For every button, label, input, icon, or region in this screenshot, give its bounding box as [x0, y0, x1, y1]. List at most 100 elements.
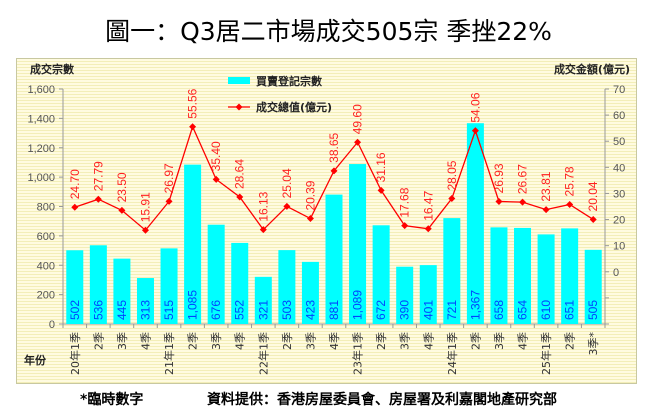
bar: [372, 225, 390, 324]
bar-value-label: 445: [115, 300, 129, 320]
bar: [207, 224, 225, 324]
right-tick-label: 70: [613, 84, 625, 96]
left-tick-label: 1,200: [27, 143, 55, 155]
bar-value-label: 390: [398, 300, 412, 320]
bar: [301, 261, 319, 324]
x-category-label: 3季: [304, 332, 317, 350]
bar-value-label: 505: [586, 300, 600, 320]
chart-title: 圖一：Q3居二市場成交505宗 季挫22%: [105, 17, 552, 46]
bar: [89, 245, 107, 324]
bar-value-label: 1,089: [351, 290, 365, 320]
left-tick-label: 800: [37, 202, 55, 214]
legend-bar-swatch: [228, 77, 250, 84]
left-tick-label: 1,400: [27, 113, 55, 125]
right-tick-label: 60: [613, 110, 625, 122]
line-point: [212, 175, 220, 183]
line-value-label: 16.47: [421, 190, 435, 220]
bar: [419, 265, 437, 324]
x-category-label: 4季: [328, 332, 341, 350]
bar: [184, 164, 202, 324]
line-value-label: 20.39: [303, 180, 317, 210]
left-axis-title: 成交宗數: [30, 62, 74, 76]
line-value-label: 26.67: [516, 164, 530, 194]
line-value-label: 15.91: [138, 192, 152, 222]
line-point: [424, 225, 432, 233]
line-value-label: 20.04: [586, 181, 600, 211]
x-category-label: 2季: [187, 332, 200, 350]
left-tick-label: 1,000: [27, 172, 55, 184]
x-category-label: 4季: [422, 332, 435, 350]
x-category-label: 2季: [92, 332, 105, 350]
bar-value-label: 721: [445, 300, 459, 320]
bar: [231, 242, 249, 324]
line-point: [189, 123, 197, 131]
line-point: [589, 215, 597, 223]
x-category-label: 22年1季: [256, 332, 270, 375]
x-category-label: 3季: [116, 332, 129, 350]
x-category-label: 2季: [281, 332, 294, 350]
line-point: [259, 226, 267, 234]
footnote: *臨時數字: [80, 392, 144, 408]
x-category-label: 3季: [399, 332, 412, 350]
x-category-label: 4季: [234, 332, 247, 350]
line-point: [306, 215, 314, 223]
bar-value-label: 1,367: [468, 290, 482, 320]
bar: [466, 123, 484, 324]
line-value-label: 23.50: [115, 172, 129, 202]
legend-line-marker: [235, 103, 243, 111]
bar-value-label: 658: [492, 300, 506, 320]
x-category-label: 4季: [139, 332, 152, 350]
line-value-label: 24.70: [68, 169, 82, 199]
x-category-label: 3季: [493, 332, 506, 350]
line-point: [165, 197, 173, 205]
line-point: [118, 206, 126, 214]
x-category-label: 4季: [517, 332, 530, 350]
bar-value-label: 515: [162, 300, 176, 320]
x-category-label: 23年1季: [351, 332, 365, 375]
right-tick-label: 20: [613, 215, 625, 227]
left-tick-label: 0: [49, 319, 55, 331]
line-point: [141, 226, 149, 234]
bar: [66, 250, 84, 324]
x-category-label: 24年1季: [445, 332, 459, 375]
bar: [584, 249, 602, 324]
right-tick-label: 50: [613, 136, 625, 148]
legend-bar-label: 買賣登記宗數: [256, 74, 322, 88]
bar-value-label: 676: [209, 300, 223, 320]
x-category-label: 25年1季: [539, 332, 553, 375]
right-tick-label: 30: [613, 188, 625, 200]
bar-value-label: 423: [303, 300, 317, 320]
line-value-label: 55.56: [186, 88, 200, 118]
right-tick-label: 10: [613, 241, 625, 253]
line-point: [330, 167, 338, 175]
left-tick-label: 200: [37, 290, 55, 302]
bar-value-label: 401: [421, 300, 435, 320]
bar: [160, 248, 178, 324]
bar: [325, 194, 343, 324]
x-category-label: 2季: [375, 332, 388, 350]
line-value-label: 25.04: [280, 168, 294, 198]
line-value-label: 27.79: [91, 161, 105, 191]
bar-value-label: 313: [138, 300, 152, 320]
line-value-label: 54.06: [468, 92, 482, 122]
line-value-label: 38.65: [327, 133, 341, 163]
line-value-label: 26.97: [162, 163, 176, 193]
line-point: [495, 197, 503, 205]
line-value-label: 31.16: [374, 152, 388, 182]
bar: [490, 227, 508, 324]
bar: [254, 276, 272, 324]
line-point: [377, 186, 385, 194]
bar: [113, 258, 131, 324]
bar-value-label: 672: [374, 300, 388, 320]
line-point: [283, 202, 291, 210]
bar: [514, 227, 532, 324]
bar: [443, 218, 461, 324]
right-tick-label: 40: [613, 162, 625, 174]
line-value-label: 17.68: [398, 187, 412, 217]
line-point: [566, 200, 574, 208]
right-tick-label: 0: [613, 267, 619, 279]
bar-value-label: 536: [91, 300, 105, 320]
bar-value-label: 881: [327, 300, 341, 320]
line-point: [519, 198, 527, 206]
left-tick-label: 400: [37, 260, 55, 272]
